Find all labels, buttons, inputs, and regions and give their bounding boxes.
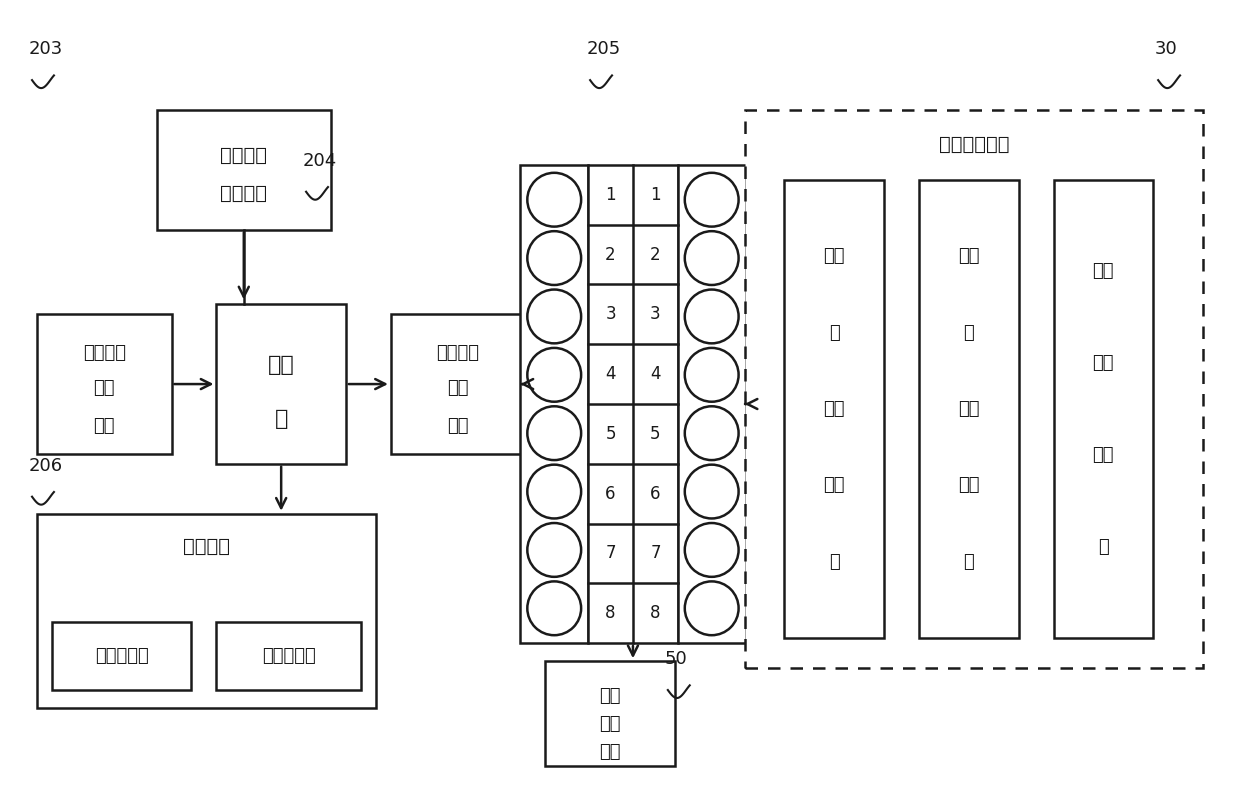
Text: 转换: 转换 <box>448 379 469 397</box>
Bar <box>156 110 331 230</box>
Text: 单片: 单片 <box>268 355 295 375</box>
Text: 1: 1 <box>605 186 616 204</box>
Text: 206: 206 <box>29 457 63 475</box>
Text: 4: 4 <box>650 365 661 383</box>
Text: 夹紧: 夹紧 <box>823 400 844 418</box>
Text: 7: 7 <box>605 544 616 562</box>
Bar <box>217 304 346 464</box>
Text: 输入电平: 输入电平 <box>83 345 125 362</box>
Text: 电磁: 电磁 <box>1092 446 1114 464</box>
Text: 203: 203 <box>29 40 63 58</box>
Text: 50: 50 <box>665 650 688 668</box>
Text: 1: 1 <box>650 186 661 204</box>
Bar <box>521 165 588 643</box>
Text: 阀: 阀 <box>963 553 975 571</box>
Text: 阀: 阀 <box>828 553 839 571</box>
Bar <box>37 315 171 454</box>
Text: 示灯: 示灯 <box>599 743 621 761</box>
Text: 2: 2 <box>650 245 661 264</box>
Text: 转换: 转换 <box>93 379 115 397</box>
Text: 加工: 加工 <box>959 248 980 265</box>
Text: 主令信号: 主令信号 <box>221 146 268 165</box>
Text: 204: 204 <box>303 152 337 170</box>
Bar <box>588 165 678 643</box>
Text: 5: 5 <box>605 425 616 443</box>
Text: 数码管显示: 数码管显示 <box>262 647 315 665</box>
Text: 电磁: 电磁 <box>959 477 980 494</box>
Text: 输入电路: 输入电路 <box>221 184 268 203</box>
Bar <box>919 180 1018 638</box>
Text: 30: 30 <box>1156 40 1178 58</box>
Text: 冲压: 冲压 <box>1092 354 1114 372</box>
Text: 显示电路: 显示电路 <box>184 537 229 556</box>
Bar <box>1054 180 1153 638</box>
Text: 台: 台 <box>828 324 839 341</box>
Text: 伸缩: 伸缩 <box>959 400 980 418</box>
Text: 8: 8 <box>605 604 616 622</box>
Bar <box>217 622 361 690</box>
Text: 加工驱动电路: 加工驱动电路 <box>939 135 1009 155</box>
Text: 8: 8 <box>650 604 661 622</box>
Text: 加工: 加工 <box>823 248 844 265</box>
Text: 电路: 电路 <box>93 417 115 435</box>
Text: 3: 3 <box>605 305 616 324</box>
Bar <box>391 315 526 454</box>
Bar <box>52 622 191 690</box>
Text: 指示灯显示: 指示灯显示 <box>94 647 149 665</box>
Text: 205: 205 <box>587 40 621 58</box>
Text: 3: 3 <box>650 305 661 324</box>
Text: 台指: 台指 <box>599 715 621 733</box>
Bar <box>546 661 675 766</box>
Text: 6: 6 <box>605 485 616 502</box>
Text: 2: 2 <box>605 245 616 264</box>
Text: 机: 机 <box>274 409 288 429</box>
Text: 电磁: 电磁 <box>823 477 844 494</box>
Text: 电路: 电路 <box>448 417 469 435</box>
Text: 5: 5 <box>650 425 661 443</box>
Text: 6: 6 <box>650 485 661 502</box>
Text: 7: 7 <box>650 544 661 562</box>
Text: 阀: 阀 <box>1097 537 1109 556</box>
Bar <box>785 180 884 638</box>
Bar <box>744 110 1203 668</box>
Text: 4: 4 <box>605 365 616 383</box>
Bar <box>37 514 376 708</box>
Text: 输出电平: 输出电平 <box>436 345 480 362</box>
Text: 加工: 加工 <box>599 687 621 705</box>
Bar <box>678 165 745 643</box>
Text: 加工: 加工 <box>1092 262 1114 281</box>
Text: 台: 台 <box>963 324 975 341</box>
